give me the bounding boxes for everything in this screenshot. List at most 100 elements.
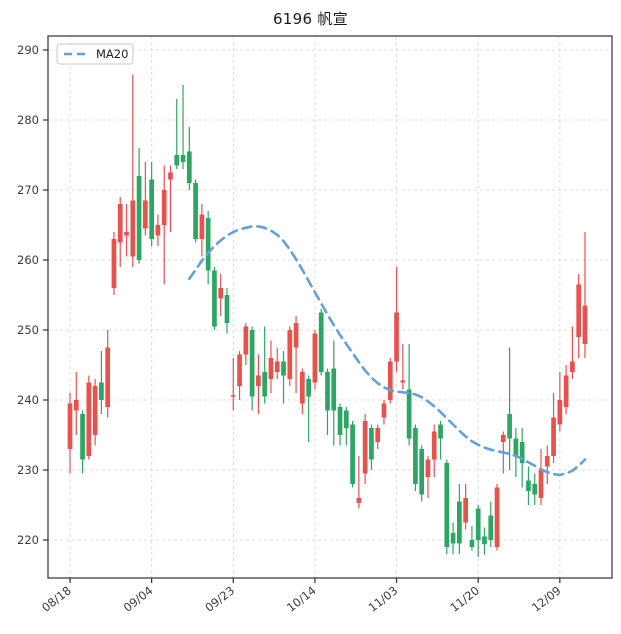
- candle: [143, 162, 148, 236]
- candle: [570, 326, 575, 379]
- candle: [526, 466, 531, 505]
- candle: [256, 354, 261, 414]
- candle: [375, 424, 381, 449]
- y-tick-label: 250: [17, 323, 39, 337]
- candle: [92, 379, 98, 446]
- candle: [413, 424, 418, 491]
- x-tick-label: 08/18: [39, 583, 74, 614]
- candle: [469, 526, 475, 551]
- chart-title: 6196 帆宣: [272, 10, 349, 28]
- candle: [155, 214, 161, 246]
- candle: [406, 344, 412, 446]
- candle: [337, 403, 343, 446]
- candle: [544, 445, 550, 484]
- candle: [438, 421, 443, 460]
- candle: [306, 375, 311, 442]
- candle: [557, 372, 563, 432]
- axis-ticks: [43, 49, 561, 583]
- candle: [551, 393, 556, 463]
- candle: [230, 358, 236, 411]
- candle: [80, 410, 85, 474]
- candle: [444, 459, 450, 554]
- candle: [287, 326, 293, 386]
- candle: [149, 162, 154, 246]
- candle: [331, 340, 337, 446]
- ma20-line: [188, 225, 587, 477]
- x-tick-label: 11/20: [447, 583, 482, 614]
- candle: [362, 414, 368, 484]
- candle: [312, 330, 318, 390]
- candle: [507, 347, 512, 470]
- candle: [130, 74, 136, 267]
- candle: [243, 323, 249, 365]
- candle: [274, 347, 280, 379]
- candle: [582, 232, 588, 358]
- candle: [218, 274, 224, 316]
- candle: [300, 368, 305, 414]
- x-tick-label: 09/23: [202, 583, 237, 614]
- candle: [457, 484, 462, 554]
- candle: [400, 344, 406, 390]
- candle: [488, 501, 494, 547]
- y-tick-label: 220: [17, 533, 39, 547]
- candle: [563, 365, 569, 414]
- candle: [237, 351, 242, 400]
- candle: [212, 267, 217, 330]
- candle: [576, 274, 582, 358]
- candle: [293, 316, 299, 393]
- candle: [111, 232, 117, 295]
- candle: [381, 400, 387, 425]
- candle: [532, 473, 538, 505]
- candle: [318, 309, 324, 376]
- candle: [86, 375, 92, 460]
- candle: [67, 393, 73, 474]
- legend-label: MA20: [96, 47, 128, 61]
- candle: [193, 179, 198, 243]
- legend: MA20: [56, 43, 134, 65]
- x-tick-label: 10/14: [284, 583, 319, 614]
- candle: [387, 358, 393, 404]
- candle: [343, 407, 349, 446]
- candle: [394, 267, 399, 372]
- candle: [205, 211, 211, 285]
- candle: [224, 288, 230, 334]
- x-tick-label: 09/04: [121, 583, 156, 614]
- candle: [475, 505, 481, 557]
- y-tick-label: 240: [17, 393, 39, 407]
- candle: [463, 484, 468, 530]
- candles: [67, 74, 588, 557]
- candle: [199, 204, 205, 257]
- candle: [186, 127, 192, 190]
- candle: [174, 99, 180, 169]
- y-tick-label: 280: [17, 113, 39, 127]
- candle: [419, 445, 425, 502]
- x-tick-label: 11/03: [366, 583, 401, 614]
- y-tick-label: 230: [17, 463, 39, 477]
- candle: [431, 424, 437, 477]
- candle: [180, 85, 186, 169]
- candle: [168, 165, 173, 232]
- candle: [99, 351, 104, 414]
- candle: [281, 351, 286, 404]
- candle: [249, 326, 255, 411]
- candle: [105, 330, 111, 418]
- x-tick-label: 12/09: [529, 583, 564, 614]
- candle: [538, 449, 544, 505]
- candle: [124, 204, 129, 257]
- candle: [73, 372, 79, 435]
- candle: [350, 421, 355, 488]
- y-tick-label: 270: [17, 183, 39, 197]
- candle: [494, 484, 500, 551]
- candle: [356, 456, 362, 509]
- candle: [117, 197, 123, 267]
- candle: [513, 428, 519, 477]
- candle: [136, 148, 142, 264]
- candle: [262, 326, 268, 404]
- candle: [268, 340, 274, 393]
- y-tick-label: 260: [17, 253, 39, 267]
- y-tick-label: 290: [17, 43, 39, 57]
- candle: [369, 424, 374, 470]
- candle: [325, 368, 330, 435]
